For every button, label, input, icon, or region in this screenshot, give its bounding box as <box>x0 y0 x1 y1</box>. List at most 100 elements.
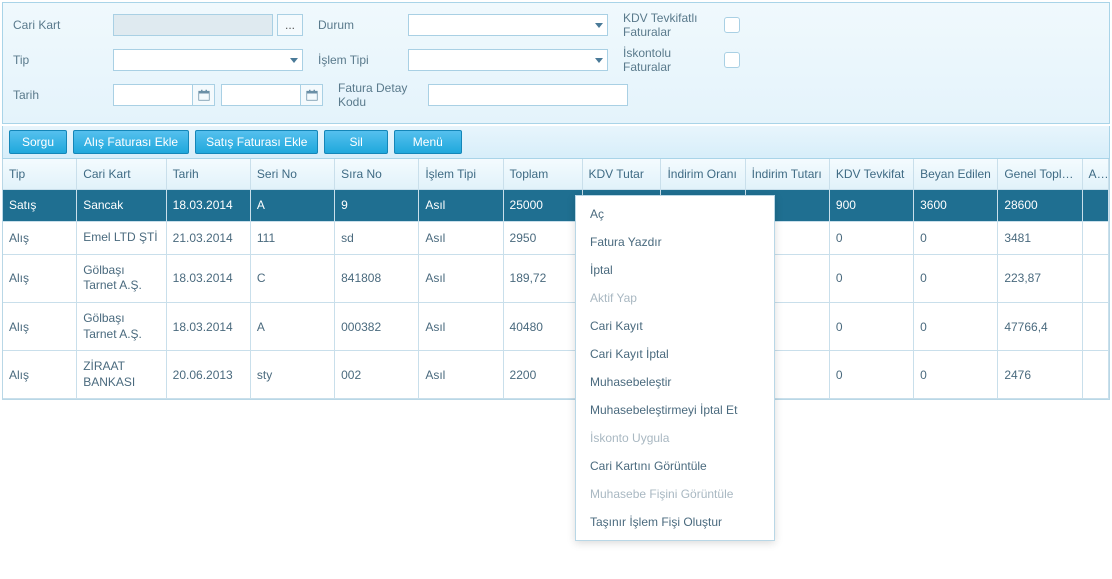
cari-kart-input[interactable] <box>113 14 273 36</box>
table-row[interactable]: AlışEmel LTD ŞTİ21.03.2014111sdAsıl29500… <box>3 222 1109 255</box>
table-cell: Asıl <box>419 254 503 302</box>
table-cell: A <box>250 302 334 350</box>
table-cell: Gölbaşı Tarnet A.Ş. <box>77 302 166 350</box>
filter-panel: Cari Kart ... Durum KDV Tevkifatlı Fatur… <box>2 2 1110 124</box>
sil-button[interactable]: Sil <box>324 130 387 154</box>
context-menu-item[interactable]: Aç <box>576 200 774 228</box>
islem-tipi-label: İşlem Tipi <box>318 53 408 67</box>
table-cell: 2476 <box>998 351 1082 399</box>
column-header[interactable]: İndirim Tutarı <box>745 159 829 190</box>
table-cell: 9 <box>335 189 419 222</box>
kdv-tevkifatli-checkbox[interactable] <box>724 17 740 33</box>
menu-button[interactable]: Menü <box>394 130 462 154</box>
context-menu-item[interactable]: Cari Kayıt <box>576 312 774 340</box>
filter-row-3: Tarih Fatura Detay Kodu <box>13 81 1099 109</box>
table-cell: Alış <box>3 254 77 302</box>
durum-label: Durum <box>318 18 408 32</box>
column-header[interactable]: Genel Toplam <box>998 159 1082 190</box>
column-header[interactable]: İşlem Tipi <box>419 159 503 190</box>
tip-label: Tip <box>13 53 113 67</box>
tarih-to-calendar-button[interactable] <box>301 84 323 106</box>
table-cell: 0 <box>914 222 998 255</box>
column-header[interactable]: Seri No <box>250 159 334 190</box>
table-cell: Asıl <box>419 189 503 222</box>
calendar-icon <box>306 89 318 101</box>
table-cell: 0 <box>914 254 998 302</box>
table-cell: 000382 <box>335 302 419 350</box>
column-header[interactable]: KDV Tutar <box>582 159 661 190</box>
table-row[interactable]: AlışGölbaşı Tarnet A.Ş.18.03.2014C841808… <box>3 254 1109 302</box>
tarih-to-input[interactable] <box>221 84 301 106</box>
table-row[interactable]: AlışZİRAAT BANKASI20.06.2013sty002Asıl22… <box>3 351 1109 399</box>
tarih-from-calendar-button[interactable] <box>193 84 215 106</box>
durum-combo[interactable] <box>408 14 608 36</box>
table-cell: Emel LTD ŞTİ <box>77 222 166 255</box>
context-menu-item[interactable]: Muhasebeleştirmeyi İptal Et <box>576 396 774 424</box>
column-header[interactable]: Sıra No <box>335 159 419 190</box>
table-cell: 900 <box>829 189 913 222</box>
context-menu-item[interactable]: Taşınır İşlem Fişi Oluştur <box>576 508 774 536</box>
table-cell: A <box>250 189 334 222</box>
data-grid: TipCari KartTarihSeri NoSıra Noİşlem Tip… <box>2 159 1110 401</box>
satis-faturasi-ekle-button[interactable]: Satış Faturası Ekle <box>195 130 318 154</box>
column-header[interactable]: İndirim Oranı <box>661 159 745 190</box>
islem-tipi-combo[interactable] <box>408 49 608 71</box>
context-menu-item[interactable]: İptal <box>576 256 774 284</box>
table-cell: Sancak <box>77 189 166 222</box>
table-cell: Alış <box>3 351 77 399</box>
column-header[interactable]: KDV Tevkifat <box>829 159 913 190</box>
context-menu-item[interactable]: Muhasebeleştir <box>576 368 774 396</box>
table-cell: Alış <box>3 302 77 350</box>
column-header[interactable]: Cari Kart <box>77 159 166 190</box>
table-cell: sty <box>250 351 334 399</box>
column-header[interactable]: Toplam <box>503 159 582 190</box>
filter-row-2: Tip İşlem Tipi İskontolu Faturalar <box>13 46 1099 75</box>
table-cell: 47766,4 <box>998 302 1082 350</box>
cari-kart-lookup-button[interactable]: ... <box>277 14 303 36</box>
tarih-to-group <box>221 84 323 106</box>
table-cell: Satış <box>3 189 77 222</box>
kdv-tevkifatli-label: KDV Tevkifatlı Faturalar <box>623 11 718 40</box>
table-row[interactable]: SatışSancak18.03.2014A9Asıl2500045000090… <box>3 189 1109 222</box>
column-header[interactable]: Aç <box>1082 159 1108 190</box>
tarih-from-input[interactable] <box>113 84 193 106</box>
context-menu-item: Aktif Yap <box>576 284 774 312</box>
calendar-icon <box>198 89 210 101</box>
tarih-from-group <box>113 84 215 106</box>
iskontolu-checkbox[interactable] <box>724 52 740 68</box>
table-cell: 18.03.2014 <box>166 254 250 302</box>
table-cell: Asıl <box>419 222 503 255</box>
table-cell: 0 <box>829 302 913 350</box>
column-header[interactable]: Tarih <box>166 159 250 190</box>
column-header[interactable]: Beyan Edilen <box>914 159 998 190</box>
table-cell: 40480 <box>503 302 582 350</box>
table-cell: Asıl <box>419 302 503 350</box>
filter-row-1: Cari Kart ... Durum KDV Tevkifatlı Fatur… <box>13 11 1099 40</box>
table-cell: 3481 <box>998 222 1082 255</box>
table-cell: 0 <box>914 302 998 350</box>
table-cell: 18.03.2014 <box>166 189 250 222</box>
column-header[interactable]: Tip <box>3 159 77 190</box>
context-menu-item[interactable]: Fatura Yazdır <box>576 228 774 256</box>
table-cell: 0 <box>829 222 913 255</box>
table-cell: 189,72 <box>503 254 582 302</box>
table-cell <box>1082 222 1108 255</box>
context-menu-item[interactable]: Cari Kayıt İptal <box>576 340 774 368</box>
table-cell: Alış <box>3 222 77 255</box>
fatura-detay-kodu-input[interactable] <box>428 84 628 106</box>
table-cell: Asıl <box>419 351 503 399</box>
alis-faturasi-ekle-button[interactable]: Alış Faturası Ekle <box>73 130 189 154</box>
cari-kart-label: Cari Kart <box>13 18 113 32</box>
fatura-detay-kodu-label: Fatura Detay Kodu <box>338 81 428 109</box>
tip-combo[interactable] <box>113 49 303 71</box>
table-cell: Gölbaşı Tarnet A.Ş. <box>77 254 166 302</box>
grid-header-row: TipCari KartTarihSeri NoSıra Noİşlem Tip… <box>3 159 1109 190</box>
context-menu-item[interactable]: Cari Kartını Görüntüle <box>576 452 774 480</box>
table-cell: 002 <box>335 351 419 399</box>
table-cell: 2200 <box>503 351 582 399</box>
table-cell: 0 <box>829 254 913 302</box>
sorgu-button[interactable]: Sorgu <box>9 130 67 154</box>
tarih-label: Tarih <box>13 88 113 102</box>
table-row[interactable]: AlışGölbaşı Tarnet A.Ş.18.03.2014A000382… <box>3 302 1109 350</box>
table-cell <box>1082 254 1108 302</box>
